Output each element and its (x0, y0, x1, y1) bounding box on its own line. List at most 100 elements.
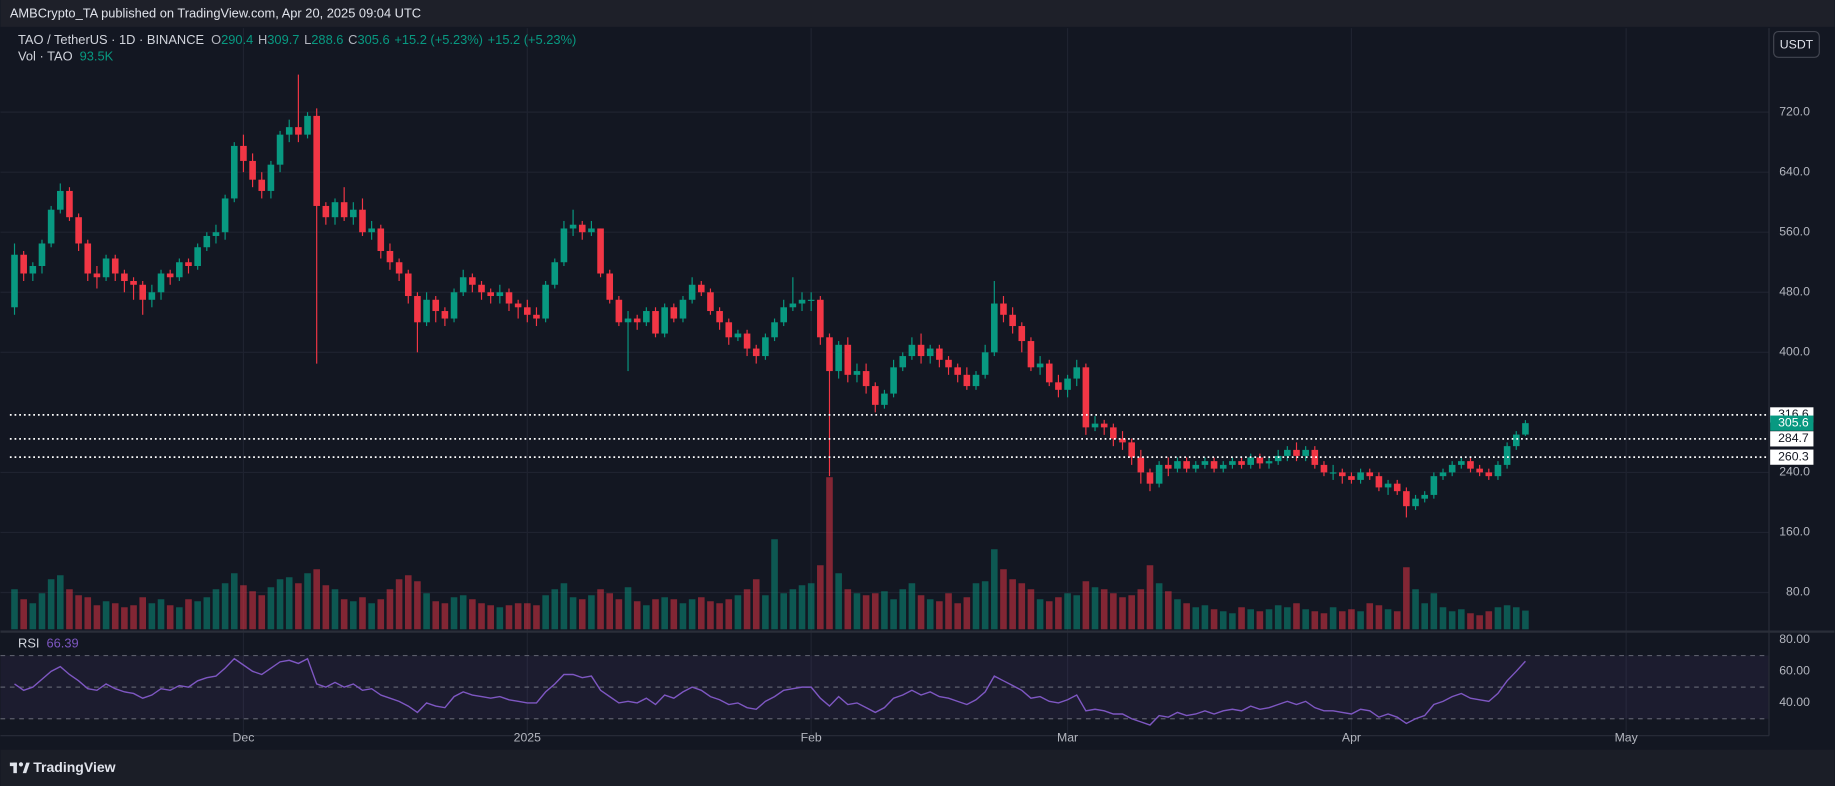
candle-body (1311, 449, 1319, 465)
volume-name: Vol · TAO (18, 49, 73, 64)
volume-bar (817, 565, 824, 630)
candle-body (917, 344, 925, 357)
currency[interactable]: USDT (1780, 37, 1814, 51)
candle-body (469, 277, 476, 285)
volume-bar (926, 599, 934, 630)
candle-body (20, 254, 27, 274)
candle-body (707, 292, 714, 312)
volume-bar (1036, 599, 1044, 630)
volume-bar (29, 603, 37, 630)
currency-button[interactable] (1773, 30, 1820, 58)
volume-bar (1393, 611, 1401, 630)
candle-body (295, 127, 302, 135)
publisher: AMBCrypto_TA published on TradingView.co… (10, 5, 421, 20)
volume-bar (350, 601, 357, 630)
volume-bar (936, 601, 943, 630)
high-value: 309.7 (267, 32, 299, 47)
volume-bar (697, 597, 705, 630)
volume-bar (945, 593, 952, 630)
logo-shape (13, 762, 17, 774)
candle-body (1247, 457, 1255, 465)
candle-body (1064, 378, 1071, 390)
volume-bar (743, 589, 751, 630)
level-label: 260.3 (1778, 449, 1809, 463)
volume-bar (1430, 593, 1438, 630)
volume-bar (496, 607, 504, 630)
volume-bar (469, 599, 476, 630)
candle-body (414, 296, 421, 323)
volume-bar (597, 589, 604, 630)
candle-body (1329, 472, 1337, 474)
volume-bar (853, 593, 861, 630)
rsi-tick-label: 40.00 (1779, 695, 1810, 709)
volume-bar (606, 593, 614, 630)
candle-body (47, 209, 55, 244)
candle-body (972, 374, 980, 387)
y-tick-label: 400.0 (1779, 345, 1810, 359)
y-tick-label: 240.0 (1779, 465, 1810, 479)
volume-bar (221, 583, 229, 630)
level-label: 284.7 (1778, 431, 1809, 445)
volume-bar (1329, 607, 1337, 630)
candle-body (1503, 446, 1511, 465)
axis-layer: 80.0 160.0 240.0 400.0 480.0 560.0 640.0 720.0 D… (233, 104, 1811, 744)
rsi-name: RSI (18, 636, 39, 651)
volume-bar (1320, 613, 1328, 630)
candle-body (1357, 472, 1364, 480)
volume-bar (121, 607, 128, 630)
volume-bar (1348, 609, 1355, 630)
volume-bar (66, 589, 73, 630)
volume-bar (1375, 605, 1383, 630)
candle-body (423, 299, 430, 323)
candle-body (1174, 461, 1181, 469)
candle-body (1439, 472, 1447, 477)
candle-body (340, 202, 348, 218)
candle-body (560, 228, 568, 263)
volume-bar (359, 597, 366, 630)
ohlc-key: C (348, 32, 357, 47)
volume-bar (670, 599, 678, 630)
candle-body (1522, 423, 1529, 435)
volume-bar (1192, 607, 1200, 630)
candle-body (798, 299, 806, 304)
candle-body (1009, 314, 1016, 327)
volume-bar (1439, 607, 1447, 630)
volume-bar (1494, 607, 1502, 630)
candle-body (789, 303, 797, 308)
volume-bar (212, 589, 220, 630)
volume-bar (963, 597, 971, 630)
volume-bar (75, 595, 82, 630)
volume-bar (1265, 609, 1273, 630)
volume-value: 93.5K (80, 49, 114, 64)
candle-body (11, 254, 18, 308)
logo-shape (22, 762, 30, 774)
candle-body (743, 333, 751, 349)
volume-bar (762, 595, 769, 630)
volume-bar (1238, 607, 1245, 630)
candle-body (936, 348, 943, 360)
volume-bar (56, 575, 64, 630)
volume-bar (395, 579, 403, 630)
ohlc-key: H (258, 32, 267, 47)
volume-bar (295, 583, 302, 630)
volume-bar (111, 603, 119, 630)
volume-bar (514, 603, 522, 630)
volume-bar (1366, 603, 1374, 630)
volume-bar (1256, 611, 1264, 630)
volume-bar (148, 603, 156, 630)
volume-bar (643, 605, 650, 630)
candle-body (817, 299, 824, 338)
candle-body (862, 371, 870, 387)
candle-body (487, 292, 494, 297)
candle-body (221, 198, 229, 233)
volume-bar (1421, 603, 1428, 630)
volume-bar (1137, 589, 1145, 630)
candle-body (1210, 461, 1218, 469)
ohlc-key: L (304, 32, 311, 47)
volume-bar (1146, 565, 1154, 630)
candle-body (551, 262, 559, 285)
volume-bar (404, 575, 412, 630)
candle-body (1430, 476, 1438, 495)
volume-bar (423, 593, 430, 630)
